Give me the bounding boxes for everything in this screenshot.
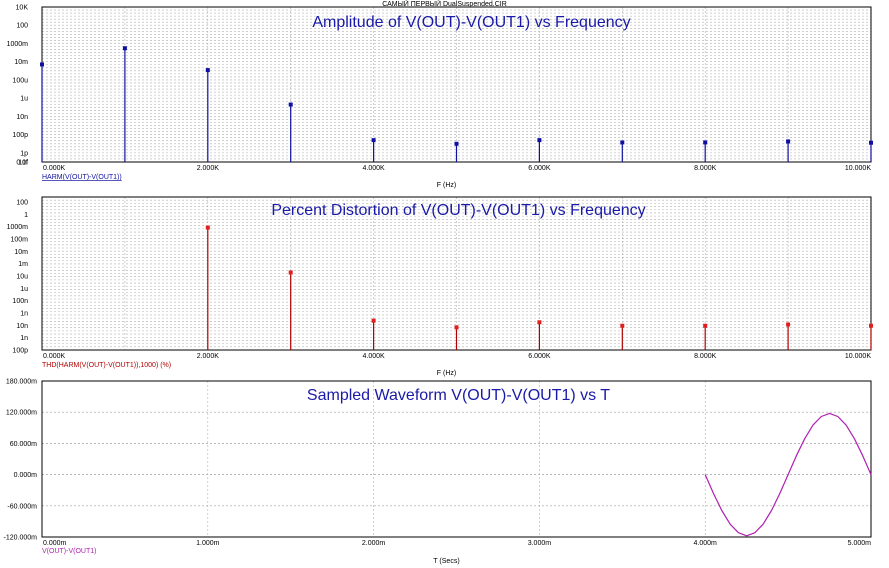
- window-title: САМЫЙ ПЕРВЫЙ DualSuspended.CIR: [382, 1, 507, 8]
- y-tick-label: 1000m: [7, 41, 29, 48]
- y-tick-label: 100p: [12, 132, 28, 139]
- trace-label: HARM(V(OUT)-V(OUT1)): [42, 174, 122, 181]
- amplitude-marker: [786, 139, 791, 144]
- x-tick-label: 6.000K: [528, 353, 551, 360]
- plot-frame: [41, 380, 872, 538]
- distortion-marker: [371, 318, 376, 323]
- x-tick-label: 10.000K: [845, 165, 871, 172]
- amplitude-marker: [122, 46, 127, 51]
- x-axis-label: T (Secs): [433, 558, 459, 565]
- distortion-plot: 100 1 1000m 100m 10m 1m 10u 1u 100n 1n 10n 1n 100p 0.…: [7, 196, 873, 377]
- amplitude-marker: [40, 62, 44, 67]
- y-tick-label: 100n: [12, 298, 28, 305]
- y-tick-label: -60.000m: [7, 503, 37, 510]
- y-tick-label: 10K: [16, 5, 29, 12]
- y-tick-label: 180.000m: [6, 379, 37, 386]
- amplitude-marker: [288, 102, 293, 107]
- x-tick-label: 4.000K: [363, 165, 386, 172]
- amplitude-marker: [205, 68, 210, 73]
- y-tick-label: 100: [16, 200, 28, 207]
- distortion-marker: [786, 322, 791, 327]
- y-tick-label: 10m: [14, 249, 28, 256]
- y-tick-label: 1u: [20, 96, 28, 103]
- y-tick-label: 100: [16, 23, 28, 30]
- x-tick-label: 2.000m: [362, 540, 386, 547]
- y-tick-label: 1p: [20, 150, 28, 157]
- y-tick-label: 1n: [20, 311, 28, 318]
- y-tick-label: 120.000m: [6, 410, 37, 417]
- x-tick-label: 5.000m: [848, 540, 872, 547]
- y-tick-label: 1000m: [7, 224, 29, 231]
- x-tick-label: 0.000K: [43, 353, 66, 360]
- amplitude-marker: [537, 138, 542, 143]
- waveform-line: [704, 412, 872, 537]
- distortion-marker: [620, 323, 625, 328]
- y-tick-label: 10n: [16, 114, 28, 121]
- y-tick-label: -120.000m: [4, 535, 38, 542]
- y-tick-label: 10f: [18, 160, 28, 167]
- plot-title: Amplitude of V(OUT)-V(OUT1) vs Frequency: [312, 14, 630, 31]
- x-tick-label: 3.000m: [528, 540, 552, 547]
- y-tick-label: 10n: [16, 323, 28, 330]
- x-tick-label: 4.000m: [694, 540, 718, 547]
- x-tick-label: 2.000K: [197, 165, 220, 172]
- x-tick-label: 8.000K: [694, 353, 717, 360]
- y-tick-label: 1m: [18, 261, 28, 268]
- x-tick-label: 0.000K: [43, 165, 66, 172]
- trace-label: V(OUT)-V(OUT1): [42, 548, 96, 555]
- distortion-marker: [537, 320, 542, 325]
- amplitude-marker: [703, 140, 708, 145]
- x-tick-label: 4.000K: [363, 353, 386, 360]
- x-axis-label: F (Hz): [437, 370, 456, 377]
- distortion-marker: [205, 225, 210, 230]
- y-tick-label: 100p: [12, 348, 28, 355]
- y-tick-label: 1: [24, 212, 28, 219]
- trace-label: THD(HARM(V(OUT)-V(OUT1)),1000) (%): [42, 362, 171, 369]
- amplitude-marker: [454, 141, 459, 146]
- x-tick-label: 6.000K: [528, 165, 551, 172]
- y-tick-label: 10u: [16, 274, 28, 281]
- x-tick-label: 2.000K: [197, 353, 220, 360]
- distortion-marker: [288, 270, 293, 275]
- plot-title: Percent Distortion of V(OUT)-V(OUT1) vs …: [271, 202, 645, 219]
- y-tick-label: 60.000m: [10, 441, 37, 448]
- plot-title: Sampled Waveform V(OUT)-V(OUT1) vs T: [307, 387, 610, 404]
- x-tick-label: 10.000K: [845, 353, 871, 360]
- distortion-marker: [703, 323, 708, 328]
- distortion-marker: [869, 323, 873, 328]
- amplitude-marker: [869, 140, 873, 145]
- y-tick-label: 0.000m: [14, 472, 38, 479]
- x-tick-label: 0.000m: [43, 540, 67, 547]
- y-tick-label: 1n: [20, 335, 28, 342]
- y-tick-label: 10m: [14, 59, 28, 66]
- distortion-marker: [454, 325, 459, 330]
- y-tick-label: 100m: [10, 237, 28, 244]
- y-tick-label: 0.1f: [16, 160, 28, 167]
- x-tick-label: 8.000K: [694, 165, 717, 172]
- y-tick-label: 100u: [12, 77, 28, 84]
- amplitude-marker: [620, 140, 625, 145]
- x-tick-label: 1.000m: [196, 540, 220, 547]
- y-tick-label: 1u: [20, 286, 28, 293]
- x-axis-label: F (Hz): [437, 182, 456, 189]
- waveform-plot: 180.000m 120.000m 60.000m 0.000m -60.000m -12…: [4, 379, 872, 565]
- amplitude-marker: [371, 138, 376, 143]
